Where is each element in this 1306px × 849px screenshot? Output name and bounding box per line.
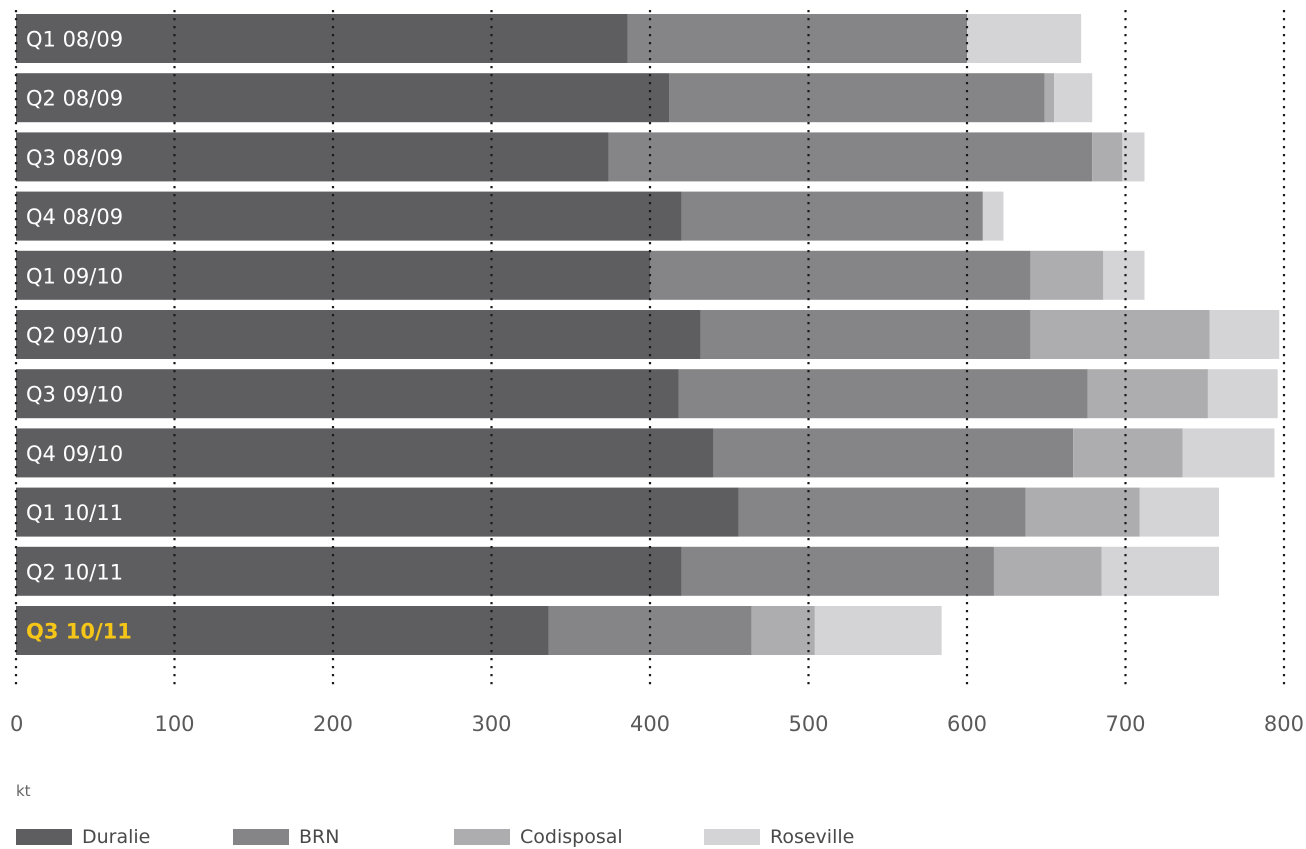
bar-segment-duralie-11 [16,606,549,655]
bar-segment-brn-6 [700,310,1031,359]
bar-segment-codisposal-11 [751,606,815,655]
bar-segment-roseville-9 [1139,487,1220,537]
bar-segment-brn-11 [548,606,752,655]
bar-segment-codisposal-6 [1030,310,1210,359]
x-tick-label: 300 [471,712,511,736]
bar-segment-roseville-7 [1207,369,1278,419]
bars-layer [16,14,1280,655]
gridlines [14,10,1286,686]
x-tick-label: 700 [1105,712,1145,736]
x-tick-label: 0 [10,712,23,736]
bar-segment-duralie-1 [16,14,628,63]
category-label: Q2 10/11 [26,560,123,584]
legend-label-codisposal: Codisposal [520,826,623,848]
legend-label-brn: BRN [299,826,339,848]
bar-segment-codisposal-7 [1087,369,1208,419]
x-tick-label: 600 [947,712,987,736]
x-tick-label: 500 [788,712,828,736]
category-label: Q2 09/10 [26,324,123,348]
bar-segment-duralie-7 [16,369,679,419]
bar-segment-roseville-4 [982,191,1004,241]
bar-segment-duralie-10 [16,546,682,596]
bar-segment-brn-5 [650,250,1031,300]
bar-segment-brn-9 [738,487,1026,537]
x-tick-label: 800 [1264,712,1304,736]
bar-segment-roseville-6 [1209,310,1280,359]
bar-segment-brn-1 [627,14,967,63]
x-tick-label: 400 [630,712,670,736]
bar-segment-codisposal-2 [1044,73,1055,123]
legend-swatch-codisposal [454,829,510,845]
bar-segment-roseville-11 [814,606,942,655]
bar-segment-roseville-8 [1182,428,1275,478]
bar-segment-duralie-3 [16,132,609,182]
category-labels: Q1 08/09 Q2 08/09 Q3 08/09 Q4 08/09 Q1 09/10… [26,28,132,644]
x-axis-unit-label: kt [16,782,31,800]
bar-segment-roseville-2 [1054,73,1093,123]
category-label: Q1 08/09 [26,28,123,52]
bar-segment-duralie-4 [16,191,682,241]
bar-segment-codisposal-3 [1092,132,1123,182]
bar-segment-duralie-8 [16,428,714,478]
category-label: Q4 09/10 [26,442,123,466]
bar-segment-brn-10 [681,546,994,596]
bar-segment-brn-3 [608,132,1093,182]
category-label: Q3 09/10 [26,383,123,407]
legend-swatch-roseville [704,829,760,845]
legend-swatch-brn [233,829,289,845]
bar-segment-brn-7 [678,369,1088,419]
bar-segment-duralie-2 [16,73,670,123]
category-label: Q1 09/10 [26,264,123,288]
bar-segment-codisposal-9 [1025,487,1140,537]
bar-segment-brn-8 [713,428,1074,478]
x-axis-ticks: 0 100 200 300 400 500 600 700 800 [10,712,1304,736]
legend: Duralie BRN Codisposal Roseville [16,826,854,848]
bar-segment-roseville-5 [1103,250,1145,300]
legend-swatch-duralie [16,829,72,845]
category-label: Q2 08/09 [26,87,123,111]
bar-segment-duralie-9 [16,487,739,537]
bar-segment-codisposal-5 [1030,250,1104,300]
x-tick-label: 200 [313,712,353,736]
legend-label-roseville: Roseville [770,826,854,848]
category-label: Q3 08/09 [26,146,123,170]
category-label: Q1 10/11 [26,501,123,525]
category-label: Q4 08/09 [26,205,123,229]
bar-segment-roseville-10 [1101,546,1220,596]
bar-segment-duralie-6 [16,310,701,359]
category-label: Q3 10/11 [26,620,132,644]
bar-segment-roseville-3 [1122,132,1145,182]
bar-segment-roseville-1 [967,14,1082,63]
bar-segment-brn-4 [681,191,983,241]
bar-segment-codisposal-8 [1073,428,1183,478]
x-tick-label: 100 [154,712,194,736]
bar-segment-codisposal-10 [993,546,1102,596]
legend-label-duralie: Duralie [82,826,150,848]
bar-segment-brn-2 [669,73,1045,123]
